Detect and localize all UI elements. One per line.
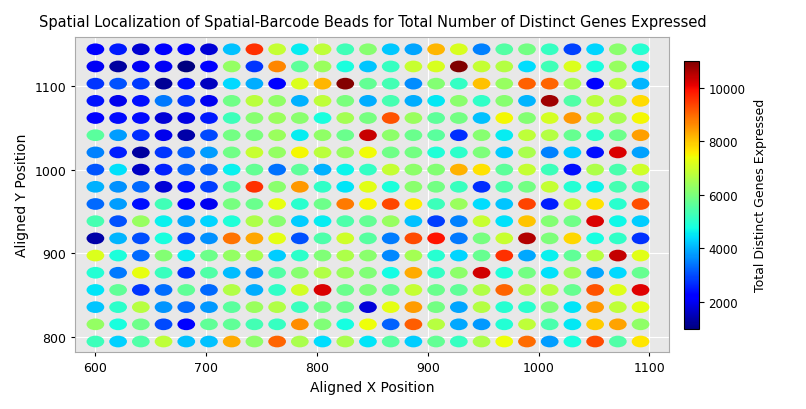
Title: Spatial Localization of Spatial-Barcode Beads for Total Number of Distinct Genes: Spatial Localization of Spatial-Barcode … [39, 15, 706, 30]
Y-axis label: Aligned Y Position: Aligned Y Position [15, 134, 29, 257]
Y-axis label: Total Distinct Genes Expressed: Total Distinct Genes Expressed [754, 99, 767, 292]
X-axis label: Aligned X Position: Aligned X Position [310, 380, 434, 394]
